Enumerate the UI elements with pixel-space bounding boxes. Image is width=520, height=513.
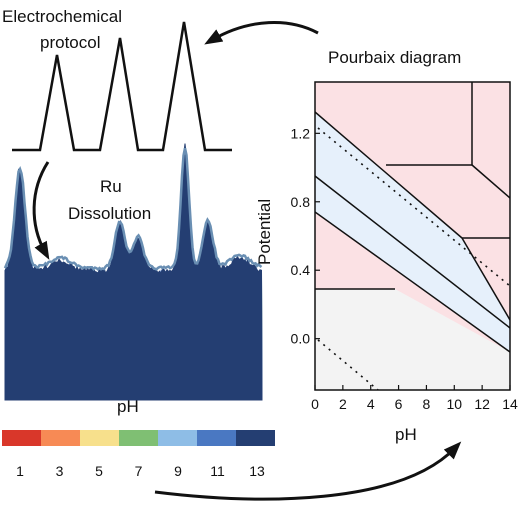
y-tick-label: 0.8 xyxy=(291,194,311,210)
water-region xyxy=(315,112,510,352)
arrow-pourbaix-to-protocol xyxy=(204,21,319,45)
protocol-waveform xyxy=(12,21,232,152)
colorbar-tick-label: 11 xyxy=(210,463,225,479)
ph-colorbar xyxy=(2,430,275,446)
y-tick-label: 0.4 xyxy=(291,262,311,278)
colorbar-tick-label: 5 xyxy=(95,463,103,479)
pourbaix-boundaries xyxy=(315,82,510,353)
colorbar-segment xyxy=(158,430,197,446)
x-axis-title: pH xyxy=(395,425,417,444)
ru-label-line2: Dissolution xyxy=(68,204,151,223)
x-tick-label: 4 xyxy=(367,396,375,412)
x-tick-label: 2 xyxy=(339,396,347,412)
colorbar-tick-label: 13 xyxy=(249,463,265,479)
pourbaix-axes: 0 2 4 6 8 10 12 14 0.0 0.4 0.8 1.2 xyxy=(291,125,518,412)
colorbar-segment xyxy=(80,430,119,446)
ph-colorbar-labels: 1 3 5 7 9 11 13 xyxy=(16,463,265,479)
spectrum-envelope xyxy=(3,147,263,272)
colorbar-tick-label: 3 xyxy=(56,463,64,479)
ru-label-line1: Ru xyxy=(100,177,122,196)
x-tick-label: 0 xyxy=(311,396,319,412)
colorbar-tick-label: 1 xyxy=(16,463,24,479)
colorbar-tick-label: 9 xyxy=(174,463,182,479)
protocol-label-line2: protocol xyxy=(40,33,100,52)
colorbar-tick-label: 7 xyxy=(135,463,143,479)
pourbaix-frame xyxy=(314,81,511,391)
spectra-ph-label: pH xyxy=(117,397,139,416)
pourbaix-diagram: 0 2 4 6 8 10 12 14 0.0 0.4 0.8 1.2 pH Potential xyxy=(255,81,518,444)
arrow-protocol-to-spectra xyxy=(32,161,50,260)
spectrum-trace xyxy=(4,143,263,401)
colorbar-segment xyxy=(236,430,275,446)
arrow-spectra-to-pourbaix xyxy=(154,441,462,501)
dissolution-spectra xyxy=(3,143,263,401)
colorbar-segment xyxy=(197,430,236,446)
y-tick-label: 1.2 xyxy=(291,125,311,141)
x-tick-label: 12 xyxy=(474,396,490,412)
y-axis-title: Potential xyxy=(255,199,274,265)
colorbar-segment xyxy=(119,430,158,446)
x-tick-label: 10 xyxy=(446,396,462,412)
protocol-label-line1: Electrochemical xyxy=(2,7,122,26)
pourbaix-title: Pourbaix diagram xyxy=(328,48,461,67)
x-tick-label: 8 xyxy=(423,396,431,412)
colorbar-segment xyxy=(41,430,80,446)
x-tick-label: 14 xyxy=(502,396,518,412)
y-tick-label: 0.0 xyxy=(291,331,311,347)
x-tick-label: 6 xyxy=(395,396,403,412)
colorbar-segment xyxy=(2,430,41,446)
metal-region xyxy=(315,289,510,390)
